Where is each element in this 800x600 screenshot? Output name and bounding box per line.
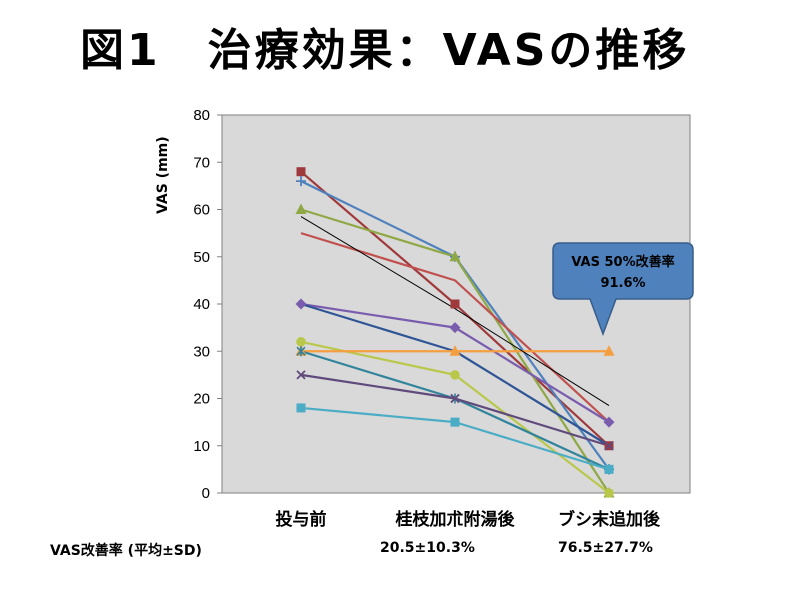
- series-line: [300, 232, 610, 423]
- slide-title: 図1 治療効果：VASの推移: [80, 25, 690, 76]
- data-point-triangle: [449, 250, 461, 262]
- y-tick-label: 70: [193, 154, 210, 171]
- data-point-diamond: [449, 322, 461, 334]
- trendline: [300, 216, 610, 407]
- data-point-plus: [296, 176, 306, 187]
- data-point-x: [604, 441, 614, 451]
- y-tick-label: 40: [193, 296, 210, 313]
- y-tick-label: 60: [193, 202, 210, 219]
- data-point-circle: [604, 488, 614, 498]
- data-point-circle: [450, 370, 460, 380]
- x-category-label: ブシ末追加後: [558, 509, 661, 530]
- y-axis-label: VAS (mm): [155, 136, 171, 214]
- data-point-star: [296, 346, 306, 357]
- data-point-square: [604, 464, 614, 474]
- data-point-square: [296, 403, 306, 413]
- callout-text-title: VAS 50%改善率: [571, 254, 674, 270]
- data-point-triangle: [603, 345, 615, 356]
- data-point-triangle: [295, 203, 307, 214]
- callout-box: [552, 242, 694, 337]
- data-point-square: [450, 299, 460, 309]
- x-category-label: 投与前: [276, 509, 327, 530]
- y-tick-label: 30: [193, 343, 210, 360]
- data-point-x: [296, 370, 306, 380]
- improvement-rate-after-keishikajutsubuto: 20.5±10.3%: [380, 540, 475, 556]
- data-point-diamond: [603, 416, 615, 428]
- y-tick-label: 50: [193, 249, 210, 266]
- data-point-square: [296, 167, 306, 177]
- y-tick-label: 20: [193, 391, 210, 408]
- data-point-triangle: [449, 345, 461, 356]
- y-tick-label: 10: [193, 438, 210, 455]
- data-point-x: [450, 393, 460, 404]
- x-category-label: 桂枝加朮附湯後: [395, 509, 516, 530]
- callout-text-value: 91.6%: [600, 276, 645, 291]
- data-point-square: [450, 417, 460, 427]
- y-tick-label: 80: [193, 107, 210, 124]
- improvement-rate-after-bushi: 76.5±27.7%: [558, 540, 653, 556]
- data-point-circle: [296, 337, 306, 347]
- improvement-rate-label: VAS改善率 (平均±SD): [50, 543, 202, 559]
- data-point-diamond: [295, 298, 307, 310]
- y-tick-label: 0: [202, 485, 210, 502]
